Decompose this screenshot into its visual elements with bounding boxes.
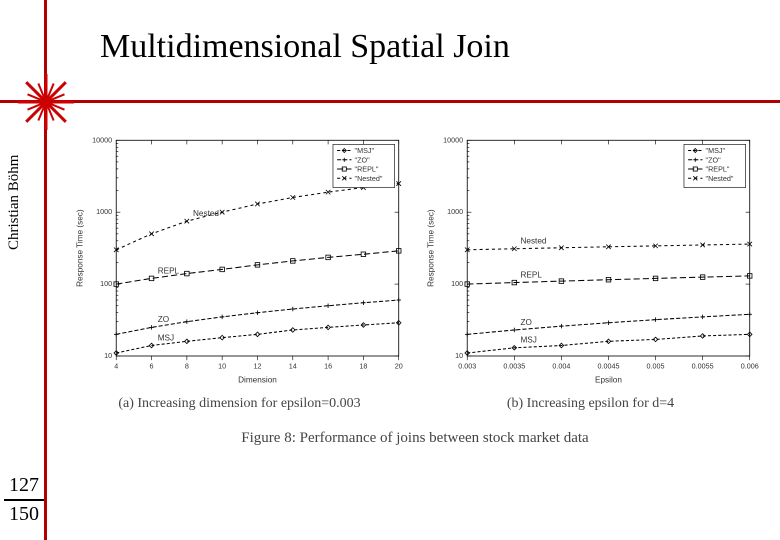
- svg-text:"Nested": "Nested": [355, 174, 383, 183]
- svg-text:Dimension: Dimension: [238, 376, 277, 385]
- svg-text:16: 16: [324, 361, 332, 370]
- panel-a: 4 6 8 10 12 14 16 18 20 10 100 1000 10000 Dimension Re…: [70, 130, 409, 412]
- svg-text:0.003: 0.003: [458, 361, 476, 370]
- svg-text:ZO: ZO: [158, 315, 169, 324]
- svg-text:4: 4: [114, 361, 118, 370]
- svg-text:"ZO": "ZO": [706, 155, 722, 164]
- svg-text:REPL: REPL: [158, 266, 180, 275]
- page-counter: 127 150: [4, 474, 44, 526]
- svg-text:1000: 1000: [447, 207, 463, 216]
- subcaption-b: (b) Increasing epsilon for d=4: [421, 396, 760, 412]
- svg-text:0.004: 0.004: [552, 361, 570, 370]
- svg-text:100: 100: [451, 279, 463, 288]
- svg-text:"REPL": "REPL": [355, 165, 379, 174]
- page-total: 150: [4, 503, 44, 526]
- horizontal-rule: [0, 100, 780, 103]
- svg-text:8: 8: [185, 361, 189, 370]
- svg-text:0.0045: 0.0045: [597, 361, 619, 370]
- svg-text:Response Time (sec): Response Time (sec): [75, 209, 84, 287]
- svg-text:MSJ: MSJ: [520, 336, 536, 345]
- svg-text:0.006: 0.006: [741, 361, 759, 370]
- svg-text:6: 6: [150, 361, 154, 370]
- svg-text:100: 100: [100, 279, 112, 288]
- svg-text:Nested: Nested: [520, 237, 546, 246]
- figure-caption: Figure 8: Performance of joins between s…: [70, 430, 760, 447]
- svg-text:10: 10: [455, 351, 463, 360]
- svg-text:18: 18: [359, 361, 367, 370]
- svg-text:10000: 10000: [443, 135, 463, 144]
- svg-text:0.0055: 0.0055: [692, 361, 714, 370]
- svg-text:"MSJ": "MSJ": [355, 146, 375, 155]
- svg-text:10: 10: [218, 361, 226, 370]
- svg-text:Nested: Nested: [193, 209, 219, 218]
- svg-text:0.0035: 0.0035: [503, 361, 525, 370]
- svg-text:Epsilon: Epsilon: [595, 376, 622, 385]
- svg-text:14: 14: [289, 361, 297, 370]
- figure-container: 4 6 8 10 12 14 16 18 20 10 100 1000 10000 Dimension Re…: [70, 130, 760, 447]
- svg-text:"Nested": "Nested": [706, 174, 734, 183]
- svg-text:Response Time (sec): Response Time (sec): [426, 209, 435, 287]
- panel-b: 0.003 0.0035 0.004 0.0045 0.005 0.0055 0.006 10…: [421, 130, 760, 412]
- svg-text:"MSJ": "MSJ": [706, 146, 726, 155]
- svg-text:ZO: ZO: [520, 318, 531, 327]
- svg-text:REPL: REPL: [520, 270, 542, 279]
- svg-text:12: 12: [253, 361, 261, 370]
- svg-text:"REPL": "REPL": [706, 165, 730, 174]
- counter-divider: [4, 499, 44, 501]
- svg-text:10: 10: [104, 351, 112, 360]
- chart-b: 0.003 0.0035 0.004 0.0045 0.005 0.0055 0.006 10…: [421, 130, 760, 387]
- svg-text:10000: 10000: [92, 135, 112, 144]
- chart-a: 4 6 8 10 12 14 16 18 20 10 100 1000 10000 Dimension Re…: [70, 130, 409, 387]
- slide-title: Multidimensional Spatial Join: [100, 28, 510, 66]
- subcaption-a: (a) Increasing dimension for epsilon=0.0…: [70, 396, 409, 412]
- svg-text:MSJ: MSJ: [158, 333, 174, 342]
- svg-text:"ZO": "ZO": [355, 155, 371, 164]
- author-vertical: Christian Böhm: [6, 155, 23, 250]
- svg-text:1000: 1000: [96, 207, 112, 216]
- page-current: 127: [4, 474, 44, 497]
- svg-text:20: 20: [395, 361, 403, 370]
- svg-text:0.005: 0.005: [647, 361, 665, 370]
